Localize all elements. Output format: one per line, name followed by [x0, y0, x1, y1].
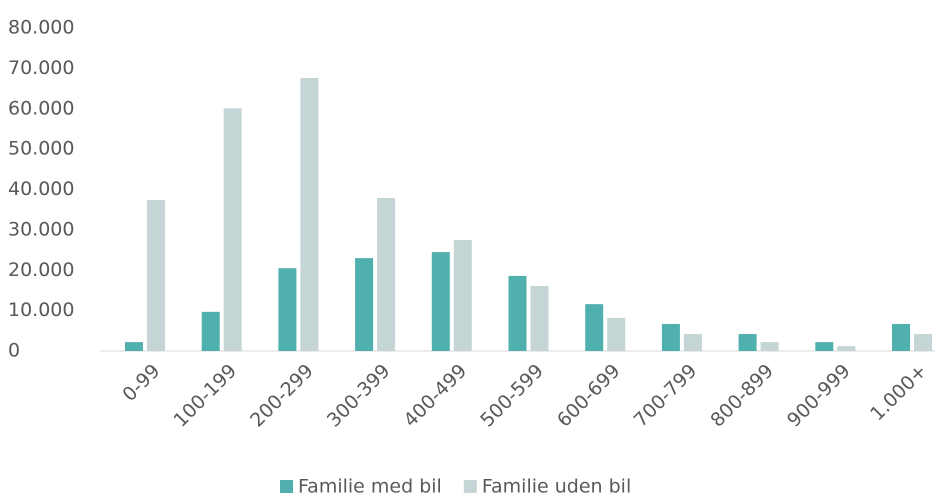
bar — [607, 317, 626, 351]
bar — [892, 323, 910, 351]
bar — [914, 334, 932, 351]
bar — [453, 239, 472, 351]
bar — [355, 258, 374, 351]
bar — [815, 342, 834, 351]
bar — [760, 342, 779, 351]
x-tick-label: 500-599 — [476, 360, 548, 432]
x-tick-label: 100-199 — [169, 360, 241, 432]
legend-label: Familie med bil — [298, 476, 442, 498]
bar — [837, 346, 856, 351]
bar — [125, 342, 143, 351]
x-tick-label: 400-499 — [400, 360, 472, 432]
x-tick-label: 300-399 — [323, 360, 395, 432]
x-tick-label: 700-799 — [630, 360, 702, 432]
bar — [278, 268, 297, 351]
bar — [147, 199, 165, 351]
x-tick-label: 900-999 — [783, 360, 855, 432]
bar — [431, 252, 450, 351]
y-tick-label: 50.000 — [8, 138, 74, 160]
y-tick-label: 70.000 — [8, 57, 74, 79]
legend-swatch — [463, 480, 477, 493]
y-tick-label: 20.000 — [8, 259, 74, 281]
bar — [683, 334, 702, 351]
y-tick-label: 80.000 — [8, 17, 74, 39]
y-tick-label: 30.000 — [8, 218, 74, 240]
x-tick-label: 1.000+ — [866, 360, 931, 425]
x-tick-label: 600-699 — [553, 360, 625, 432]
x-tick-label: 0-99 — [118, 360, 164, 406]
y-tick-label: 40.000 — [8, 178, 74, 200]
bar — [201, 311, 220, 351]
y-tick-label: 60.000 — [8, 97, 74, 119]
bar — [585, 304, 604, 351]
x-tick-label: 800-899 — [706, 360, 778, 432]
bar — [508, 275, 527, 351]
y-tick-label: 0 — [8, 340, 20, 362]
x-tick-label: 200-299 — [246, 360, 318, 432]
bar — [661, 323, 680, 351]
bar — [530, 285, 549, 351]
bar — [223, 108, 242, 351]
legend-swatch — [280, 480, 293, 493]
bar — [300, 78, 319, 351]
bar — [377, 197, 396, 351]
y-tick-label: 10.000 — [8, 299, 74, 321]
legend-label: Familie uden bil — [482, 476, 631, 498]
bar — [738, 334, 757, 351]
